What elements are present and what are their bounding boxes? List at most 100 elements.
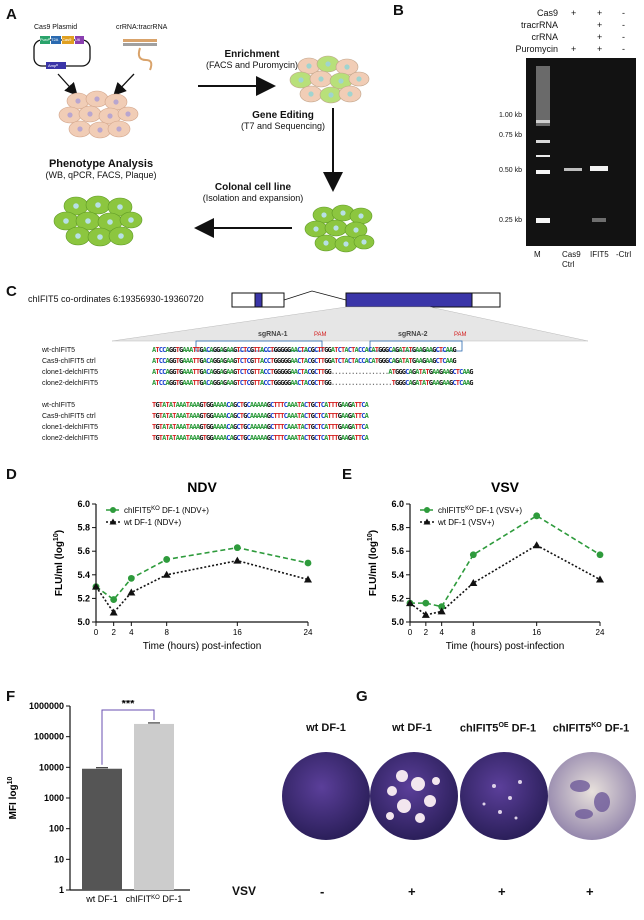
sequence-name: wt-chIFIT5 — [42, 347, 76, 354]
condition-mark: - — [622, 32, 625, 42]
x-tick-label: 24 — [304, 628, 313, 637]
vsv-row-label: VSV — [232, 884, 257, 898]
plaque-label-sup: OE — [498, 722, 509, 729]
x-tick-label: 0 — [408, 628, 413, 637]
condition-mark: + — [597, 20, 603, 30]
y-tick-label: 5.4 — [77, 570, 90, 580]
gene-editing-title: Gene Editing — [252, 110, 314, 121]
condition-mark: - — [622, 20, 625, 30]
plaque-label-text: wt DF-1 — [306, 722, 346, 734]
plaque-label-text: wt DF-1 — [392, 722, 432, 734]
sequence-row: wt-chIFIT5 ATCCAGGTGAAATTGACAGGAGAAGTCTCG… — [42, 342, 457, 354]
colonal-sub: (Isolation and expansion) — [202, 193, 304, 203]
y-tick-label: 10 — [54, 854, 64, 864]
plaque-label: chIFIT5KO DF-1 — [542, 722, 640, 735]
data-point — [92, 582, 100, 590]
y-tick-label: 100000 — [34, 732, 64, 742]
sequence-text: TGTATATAAATAAAGTGGAAAACAGCTGCAAAAAGCTTTC… — [152, 434, 369, 442]
plasmid-part: T2A — [51, 37, 59, 42]
data-point — [437, 607, 446, 615]
condition-label: Puromycin — [515, 44, 558, 54]
y-tick-label: 1 — [59, 885, 64, 895]
y-tick-label: 100 — [49, 824, 64, 834]
sequence-name: wt-chIFIT5 — [42, 402, 76, 409]
x-tick-label: 4 — [129, 628, 134, 637]
data-point — [596, 575, 604, 583]
sequence-name: clone1-delchIFIT5 — [42, 369, 99, 376]
panel-label-c: C — [6, 283, 17, 300]
y-tick-label: 1000 — [44, 793, 64, 803]
y-tick-label: 5.8 — [391, 523, 404, 533]
chart-title: VSV — [491, 482, 520, 495]
y-axis-label: FLU/ml (log10) — [367, 530, 379, 596]
plaque-label-text: chIFIT5 — [552, 722, 592, 735]
plaque-wells — [282, 752, 636, 840]
panel-label-b: B — [393, 2, 404, 19]
significance-label: *** — [122, 700, 136, 710]
condition-mark: - — [622, 44, 625, 54]
condition-mark: + — [597, 32, 603, 42]
x-tick-label: 16 — [532, 628, 541, 637]
legend-label: chIFIT5KO DF-1 (NDV+) — [124, 506, 209, 515]
cas9-plasmid-label: Cas9 Plasmid — [34, 24, 78, 31]
panel-a-workflow — [33, 36, 375, 253]
sequence-row: clone1-delchIFIT5 ATCCAGGTGAAATTGACAGGAGA… — [42, 364, 474, 376]
condition-mark: + — [571, 8, 577, 18]
ladder-label: 0.50 kb — [499, 167, 522, 174]
x-tick-label: 2 — [111, 628, 116, 637]
panel-label-f: F — [6, 688, 16, 705]
data-point — [162, 570, 171, 578]
sequence-text: TGTATATAAATAAAGTGGAAAACAGCTGCAAAAAGCTTTC… — [152, 412, 369, 420]
sequence-row: clone1-delchIFIT5 TGTATATAAATAAAGTGGAAAAC… — [42, 419, 369, 431]
data-point — [533, 512, 541, 520]
data-point — [406, 599, 414, 607]
sgrna2-label: sgRNA-2 — [398, 331, 428, 338]
phenotype-sub: (WB, qPCR, FACS, Plaque) — [45, 170, 157, 180]
ladder-label: 0.25 kb — [499, 217, 522, 224]
category-label: wt DF-1 — [85, 894, 118, 904]
data-point — [596, 551, 604, 559]
mfi-bar-chart: 1 10 100 1000 10000 100000 1000000 MFI log10 wt … — [7, 700, 190, 904]
plasmid-part: U6 — [75, 37, 81, 42]
legend-label: wt DF-1 (NDV+) — [123, 518, 181, 527]
data-point — [304, 559, 312, 567]
gel-image — [526, 58, 636, 246]
sequence-text: ATCCAGGTGAAATTGACAGGAGAAGTCTCGTTACCTGGGG… — [152, 357, 457, 365]
sequence-text: ATCCAGGTGAAATTGACAGGAGAAGTCTCGTTACCTGGGG… — [152, 368, 474, 376]
legend-marker — [109, 518, 117, 525]
pam-label: PAM — [314, 332, 327, 338]
y-tick-label: 5.6 — [391, 546, 404, 556]
gene-editing-step: Gene Editing (T7 and Sequencing) — [238, 110, 328, 131]
plaque-label: wt DF-1 — [368, 722, 456, 734]
lane-label: -Ctrl — [616, 250, 632, 259]
plaque-panel: wt DF-1 wt DF-1 chIFIT5OE DF-1 chIFIT5KO… — [232, 722, 640, 912]
ladder-label: 0.75 kb — [499, 132, 522, 139]
series-line — [95, 546, 309, 601]
x-tick-label: 4 — [439, 628, 444, 637]
sequence-row: Cas9-chIFIT5 ctrl TGTATATAAATAAAGTGGAAAAC… — [42, 408, 369, 420]
data-point — [127, 588, 136, 596]
condition-label: tracrRNA — [520, 20, 558, 30]
colonal-title: Colonal cell line — [214, 182, 292, 193]
y-tick-label: 6.0 — [391, 499, 404, 509]
y-tick-label: 10000 — [39, 762, 64, 772]
condition-label: crRNA — [531, 32, 559, 42]
sequence-name: clone2-delchIFIT5 — [42, 435, 99, 442]
gene-editing-sub: (T7 and Sequencing) — [240, 121, 326, 131]
bar — [82, 768, 122, 890]
plaque-label: wt DF-1 — [282, 722, 370, 734]
panel-label-d: D — [6, 466, 17, 483]
plasmid-part: Puroᴿ — [40, 37, 51, 42]
y-tick-label: 6.0 — [77, 499, 90, 509]
condition-label: Cas9 — [536, 8, 558, 18]
panel-label-a: A — [6, 6, 17, 23]
x-tick-label: 16 — [233, 628, 242, 637]
series-line — [409, 544, 601, 616]
pam-label: PAM — [454, 332, 467, 338]
data-point — [110, 596, 118, 603]
vsv-treatment: - — [320, 884, 325, 899]
enrichment-title: Enrichment — [224, 49, 280, 60]
y-tick-label: 5.0 — [391, 617, 404, 627]
sequence-name: Cas9-chIFIT5 ctrl — [42, 413, 96, 420]
lane-label: IFIT5 — [590, 250, 609, 259]
